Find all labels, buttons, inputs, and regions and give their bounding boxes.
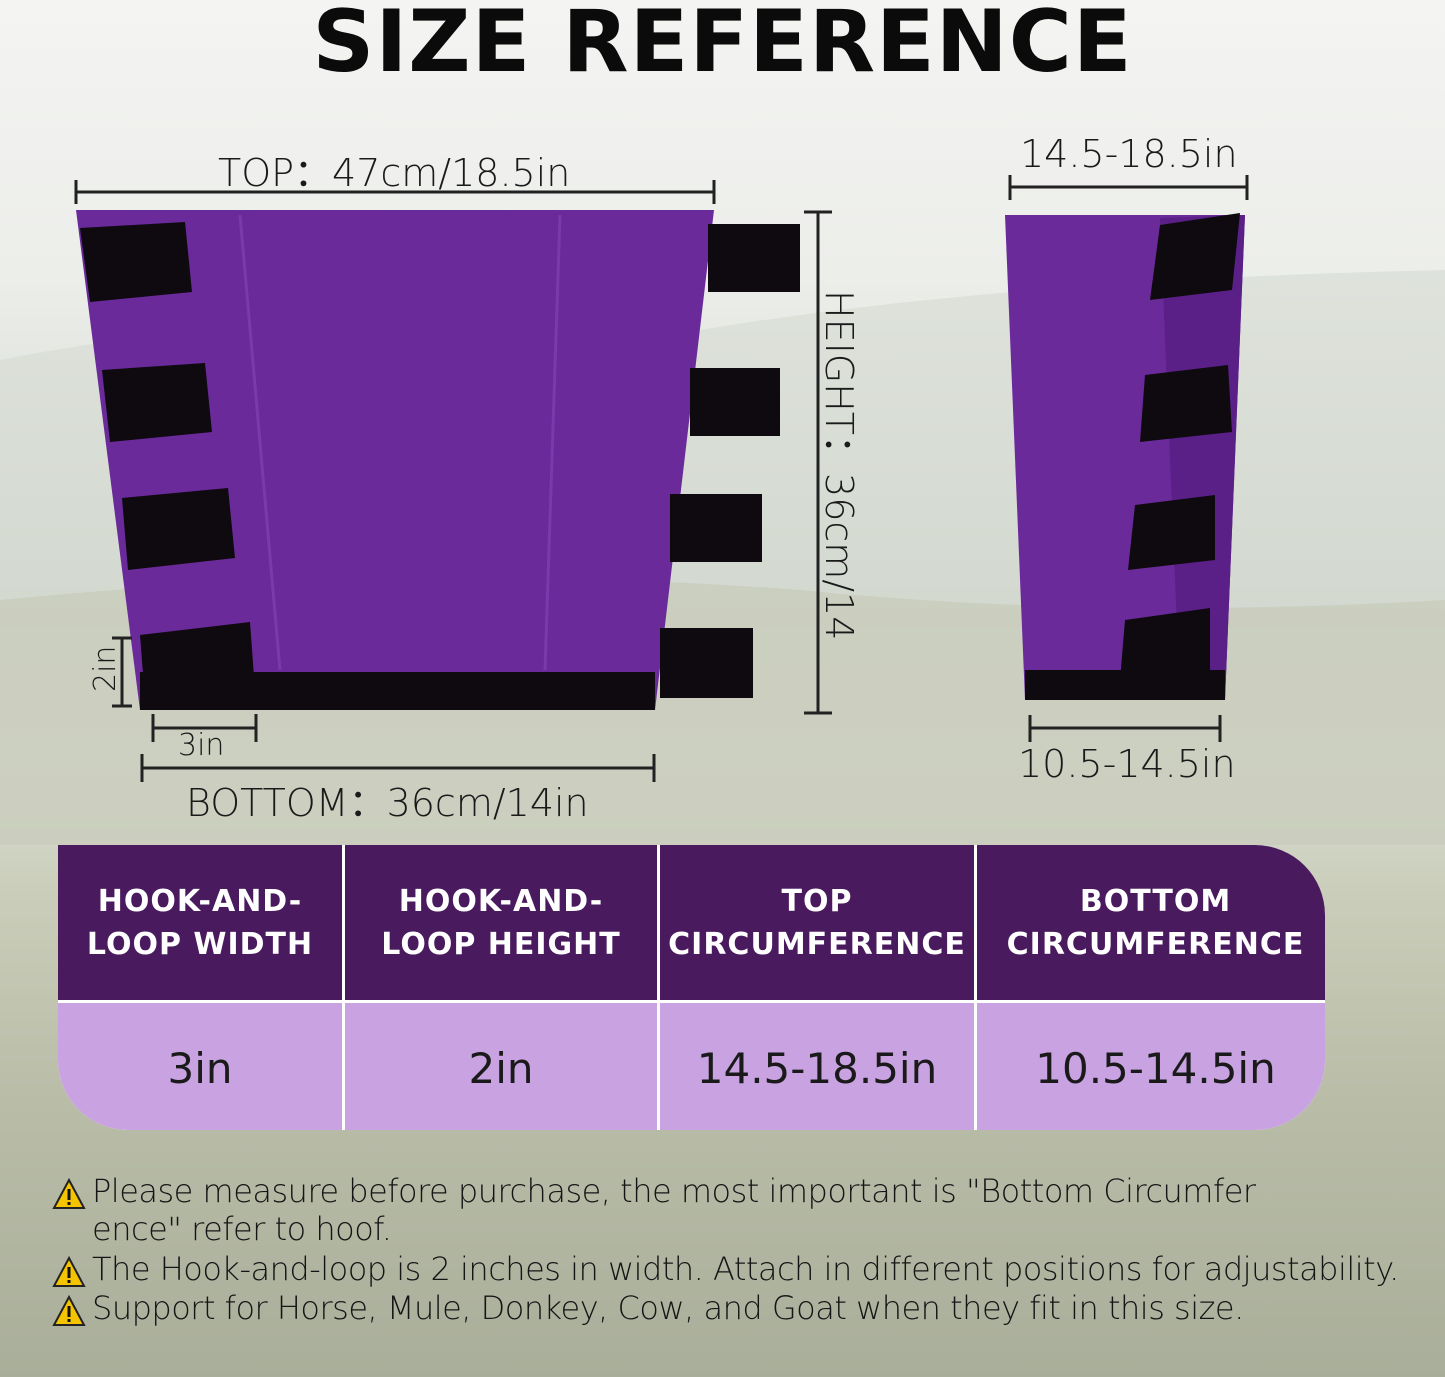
side-bottom-label: 10.5-14.5in	[1018, 742, 1236, 786]
table-cell: 10.5-14.5in	[977, 1003, 1325, 1130]
note-item: The Hook-and-loop is 2 inches in width. …	[52, 1250, 1399, 1288]
note-item: Please measure before purchase, the most…	[52, 1172, 1352, 1248]
product-diagram	[0, 175, 1445, 845]
strap-right	[660, 224, 800, 698]
side-view-product	[1005, 213, 1245, 700]
bottom-width-label: BOTTOM：36cm/14in	[186, 781, 589, 825]
table-header: HOOK-AND-LOOP WIDTH	[58, 845, 342, 1000]
page-title: SIZE REFERENCE	[312, 0, 1133, 92]
table-cell: 2in	[345, 1003, 657, 1130]
strap-left	[80, 222, 255, 700]
side-top-label: 14.5-18.5in	[1020, 132, 1238, 176]
table-header: BOTTOM CIRCUMFERENCE	[977, 845, 1325, 1000]
table-cell: 14.5-18.5in	[660, 1003, 974, 1130]
table-header: HOOK-AND-LOOP HEIGHT	[345, 845, 657, 1000]
note-text: The Hook-and-loop is 2 inches in width. …	[92, 1250, 1399, 1288]
size-table: HOOK-AND-LOOP WIDTH HOOK-AND-LOOP HEIGHT…	[58, 845, 1325, 1130]
warning-icon	[52, 1178, 86, 1209]
height-label: HEIGHT：36cm/14	[817, 290, 861, 641]
note-text: Support for Horse, Mule, Donkey, Cow, an…	[92, 1289, 1244, 1327]
strap-height-label: 2in	[88, 645, 123, 692]
dimension-lines	[74, 175, 1249, 782]
table-header: TOP CIRCUMFERENCE	[660, 845, 974, 1000]
top-width-label: TOP：47cm/18.5in	[218, 151, 571, 195]
warning-icon	[52, 1256, 86, 1287]
front-view-product	[76, 210, 800, 710]
strap-width-label: 3in	[178, 728, 225, 763]
note-item: Support for Horse, Mule, Donkey, Cow, an…	[52, 1289, 1244, 1327]
table-cell: 3in	[58, 1003, 342, 1130]
note-text: Please measure before purchase, the most…	[92, 1172, 1256, 1248]
warning-icon	[52, 1295, 86, 1326]
